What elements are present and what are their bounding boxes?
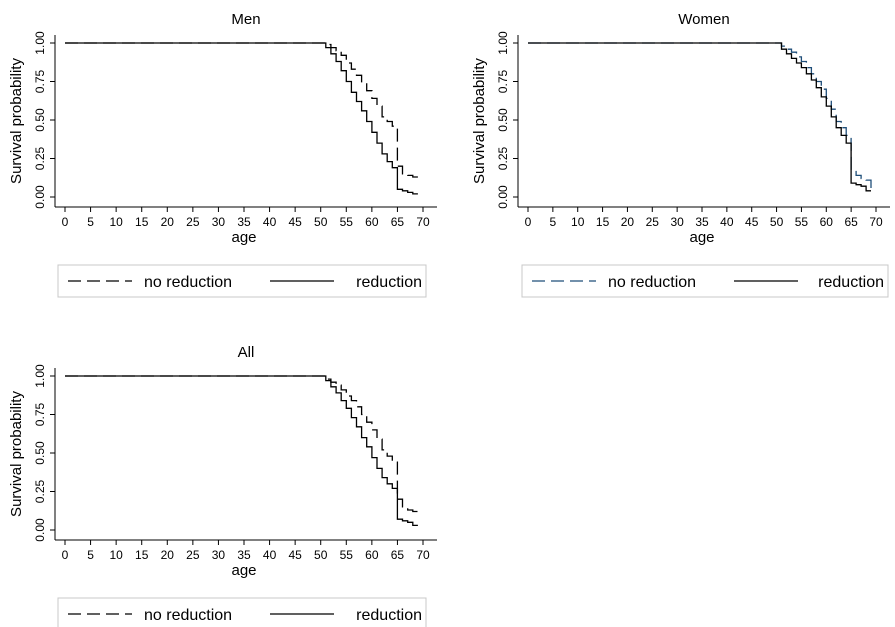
x-tick-label: 25 (186, 548, 200, 562)
x-tick-label: 10 (109, 215, 123, 229)
chart-panel-women: Women 0 5 10 15 20 25 30 35 40 45 50 55 60 65 70 0.00 0.2… (471, 11, 890, 298)
series-line-no-reduction (65, 42, 418, 178)
y-tick-label: 0.00 (496, 185, 510, 209)
x-tick-label: 65 (844, 215, 858, 229)
x-tick-label: 5 (87, 215, 94, 229)
legend-label-reduction: reduction (356, 274, 422, 291)
x-tick-label: 55 (340, 548, 354, 562)
y-tick-label: 0.00 (33, 518, 47, 542)
x-axis-label: age (689, 229, 714, 246)
x-tick-label: 15 (596, 215, 610, 229)
x-tick-label: 70 (869, 215, 883, 229)
legend-label-reduction: reduction (818, 274, 884, 291)
x-tick-label: 35 (695, 215, 709, 229)
legend-label-no-reduction: no reduction (144, 274, 232, 291)
x-tick-label: 50 (770, 215, 784, 229)
x-tick-label: 0 (525, 215, 532, 229)
y-axis-label: Survival probability (471, 58, 488, 184)
series-line-no-reduction (65, 375, 419, 514)
chart-title: All (238, 344, 255, 361)
x-tick-label: 25 (186, 215, 200, 229)
x-tick-label: 70 (416, 548, 430, 562)
y-tick-label: 0.00 (33, 185, 47, 209)
x-tick-label: 15 (135, 215, 149, 229)
legend-label-no-reduction: no reduction (144, 607, 232, 624)
x-tick-label: 0 (62, 215, 69, 229)
x-tick-label: 50 (314, 215, 328, 229)
x-axis-label: age (231, 229, 256, 246)
x-tick-label: 70 (416, 215, 430, 229)
x-tick-label: 25 (646, 215, 660, 229)
series-line-no-reduction (528, 42, 872, 190)
x-tick-label: 45 (745, 215, 759, 229)
x-tick-label: 45 (288, 215, 302, 229)
x-axis-label: age (231, 562, 256, 579)
chart-title: Men (231, 11, 260, 28)
x-tick-label: 0 (62, 548, 69, 562)
y-tick-label: 1.00 (496, 31, 510, 55)
x-tick-label: 5 (550, 215, 557, 229)
y-tick-label: 1.00 (33, 364, 47, 388)
legend-label-reduction: reduction (356, 607, 422, 624)
x-tick-label: 30 (670, 215, 684, 229)
legend-label-no-reduction: no reduction (608, 274, 696, 291)
x-tick-label: 40 (263, 215, 277, 229)
y-axis-label: Survival probability (8, 58, 25, 184)
legend-box (521, 264, 889, 298)
x-tick-label: 30 (212, 548, 226, 562)
series-line-reduction (528, 42, 871, 192)
x-tick-label: 45 (288, 548, 302, 562)
x-tick-label: 55 (340, 215, 354, 229)
x-tick-label: 35 (237, 215, 251, 229)
x-tick-label: 5 (87, 548, 94, 562)
x-tick-label: 30 (212, 215, 226, 229)
legend-box (57, 597, 427, 627)
y-axis-label: Survival probability (8, 391, 25, 517)
series-line-reduction (65, 42, 418, 195)
y-tick-label: 0.75 (496, 69, 510, 93)
x-tick-label: 40 (720, 215, 734, 229)
x-tick-label: 20 (161, 215, 175, 229)
y-tick-label: 0.50 (33, 108, 47, 132)
y-tick-label: 0.25 (33, 146, 47, 170)
x-tick-label: 50 (314, 548, 328, 562)
x-tick-label: 10 (571, 215, 585, 229)
chart-panel-men: Men 0 5 10 15 20 25 30 35 40 45 50 55 60 65 70 0.00 0.25 0… (8, 11, 437, 298)
y-tick-label: 0.50 (496, 108, 510, 132)
x-tick-label: 15 (135, 548, 149, 562)
x-tick-label: 40 (263, 548, 277, 562)
x-tick-label: 20 (621, 215, 635, 229)
x-tick-label: 60 (365, 548, 379, 562)
y-tick-label: 0.75 (33, 402, 47, 426)
y-tick-label: 0.75 (33, 69, 47, 93)
x-tick-label: 65 (391, 548, 405, 562)
x-tick-label: 10 (109, 548, 123, 562)
y-tick-label: 0.50 (33, 441, 47, 465)
x-tick-label: 60 (365, 215, 379, 229)
chart-panel-all: All 0 5 10 15 20 25 30 35 40 45 50 55 60 65 70 0.00 0.25 0… (8, 344, 437, 627)
x-tick-label: 35 (237, 548, 251, 562)
x-tick-label: 20 (161, 548, 175, 562)
legend-box (57, 264, 427, 298)
x-tick-label: 65 (391, 215, 405, 229)
y-tick-label: 0.25 (496, 146, 510, 170)
series-line-reduction (65, 375, 418, 527)
x-tick-label: 55 (795, 215, 809, 229)
chart-title: Women (678, 11, 729, 28)
x-tick-label: 60 (820, 215, 834, 229)
y-tick-label: 1.00 (33, 31, 47, 55)
y-tick-label: 0.25 (33, 479, 47, 503)
